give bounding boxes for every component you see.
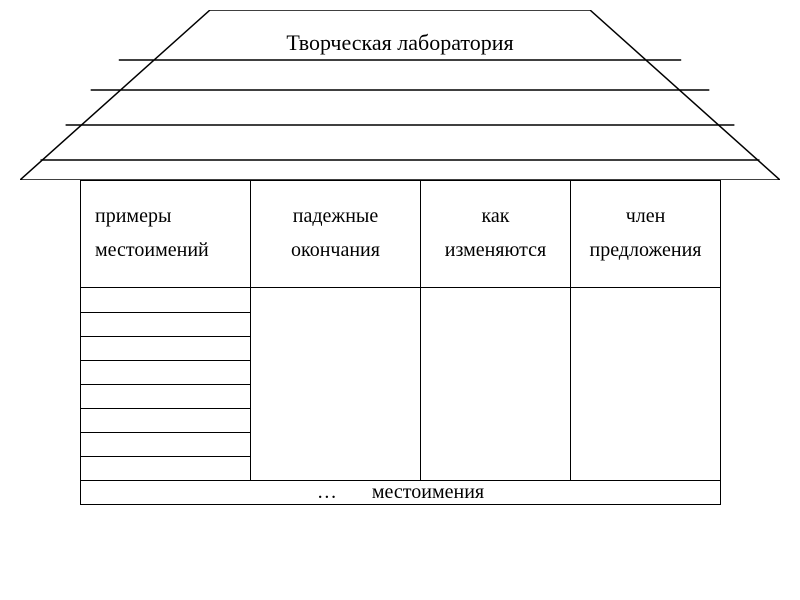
col-header-1: примеры местоимений [81,181,251,288]
cell-col2 [251,288,421,481]
col-header-2: падежные окончания [251,181,421,288]
roof-title: Творческая лаборатория [20,30,780,56]
house-diagram: Творческая лаборатория примеры местоимен… [20,10,780,505]
cell-col1 [81,288,251,481]
footer-cell: … местоимения [81,481,721,505]
col1-blank-row [81,360,250,384]
col-header-4: член предложения [571,181,721,288]
col1-blank-row [81,288,250,312]
col-header-4-line1: член [626,205,666,227]
footer-ellipsis: … [317,481,337,503]
col-header-4-line2: предложения [589,239,701,261]
col1-blank-row [81,312,250,336]
table-footer-row: … местоимения [81,481,721,505]
footer-label: местоимения [372,481,484,503]
col1-blank-row [81,384,250,408]
col-header-2-line2: окончания [291,239,380,261]
col-header-2-line1: падежные [293,205,378,227]
col1-row-stack [81,288,250,480]
col1-blank-row [81,336,250,360]
col-header-3: как изменяются [421,181,571,288]
col1-blank-row [81,456,250,480]
cell-col4 [571,288,721,481]
roof: Творческая лаборатория [20,10,780,180]
table-header-row: примеры местоимений падежные окончания к… [81,181,721,288]
col-header-3-line1: как [481,205,509,227]
col-header-3-line2: изменяются [445,239,547,261]
table-body-row [81,288,721,481]
house-body: примеры местоимений падежные окончания к… [80,180,720,505]
col1-blank-row [81,408,250,432]
col-header-1-line1: примеры [95,205,171,227]
main-table: примеры местоимений падежные окончания к… [80,180,721,505]
col1-blank-row [81,432,250,456]
cell-col3 [421,288,571,481]
col-header-1-line2: местоимений [95,239,209,261]
